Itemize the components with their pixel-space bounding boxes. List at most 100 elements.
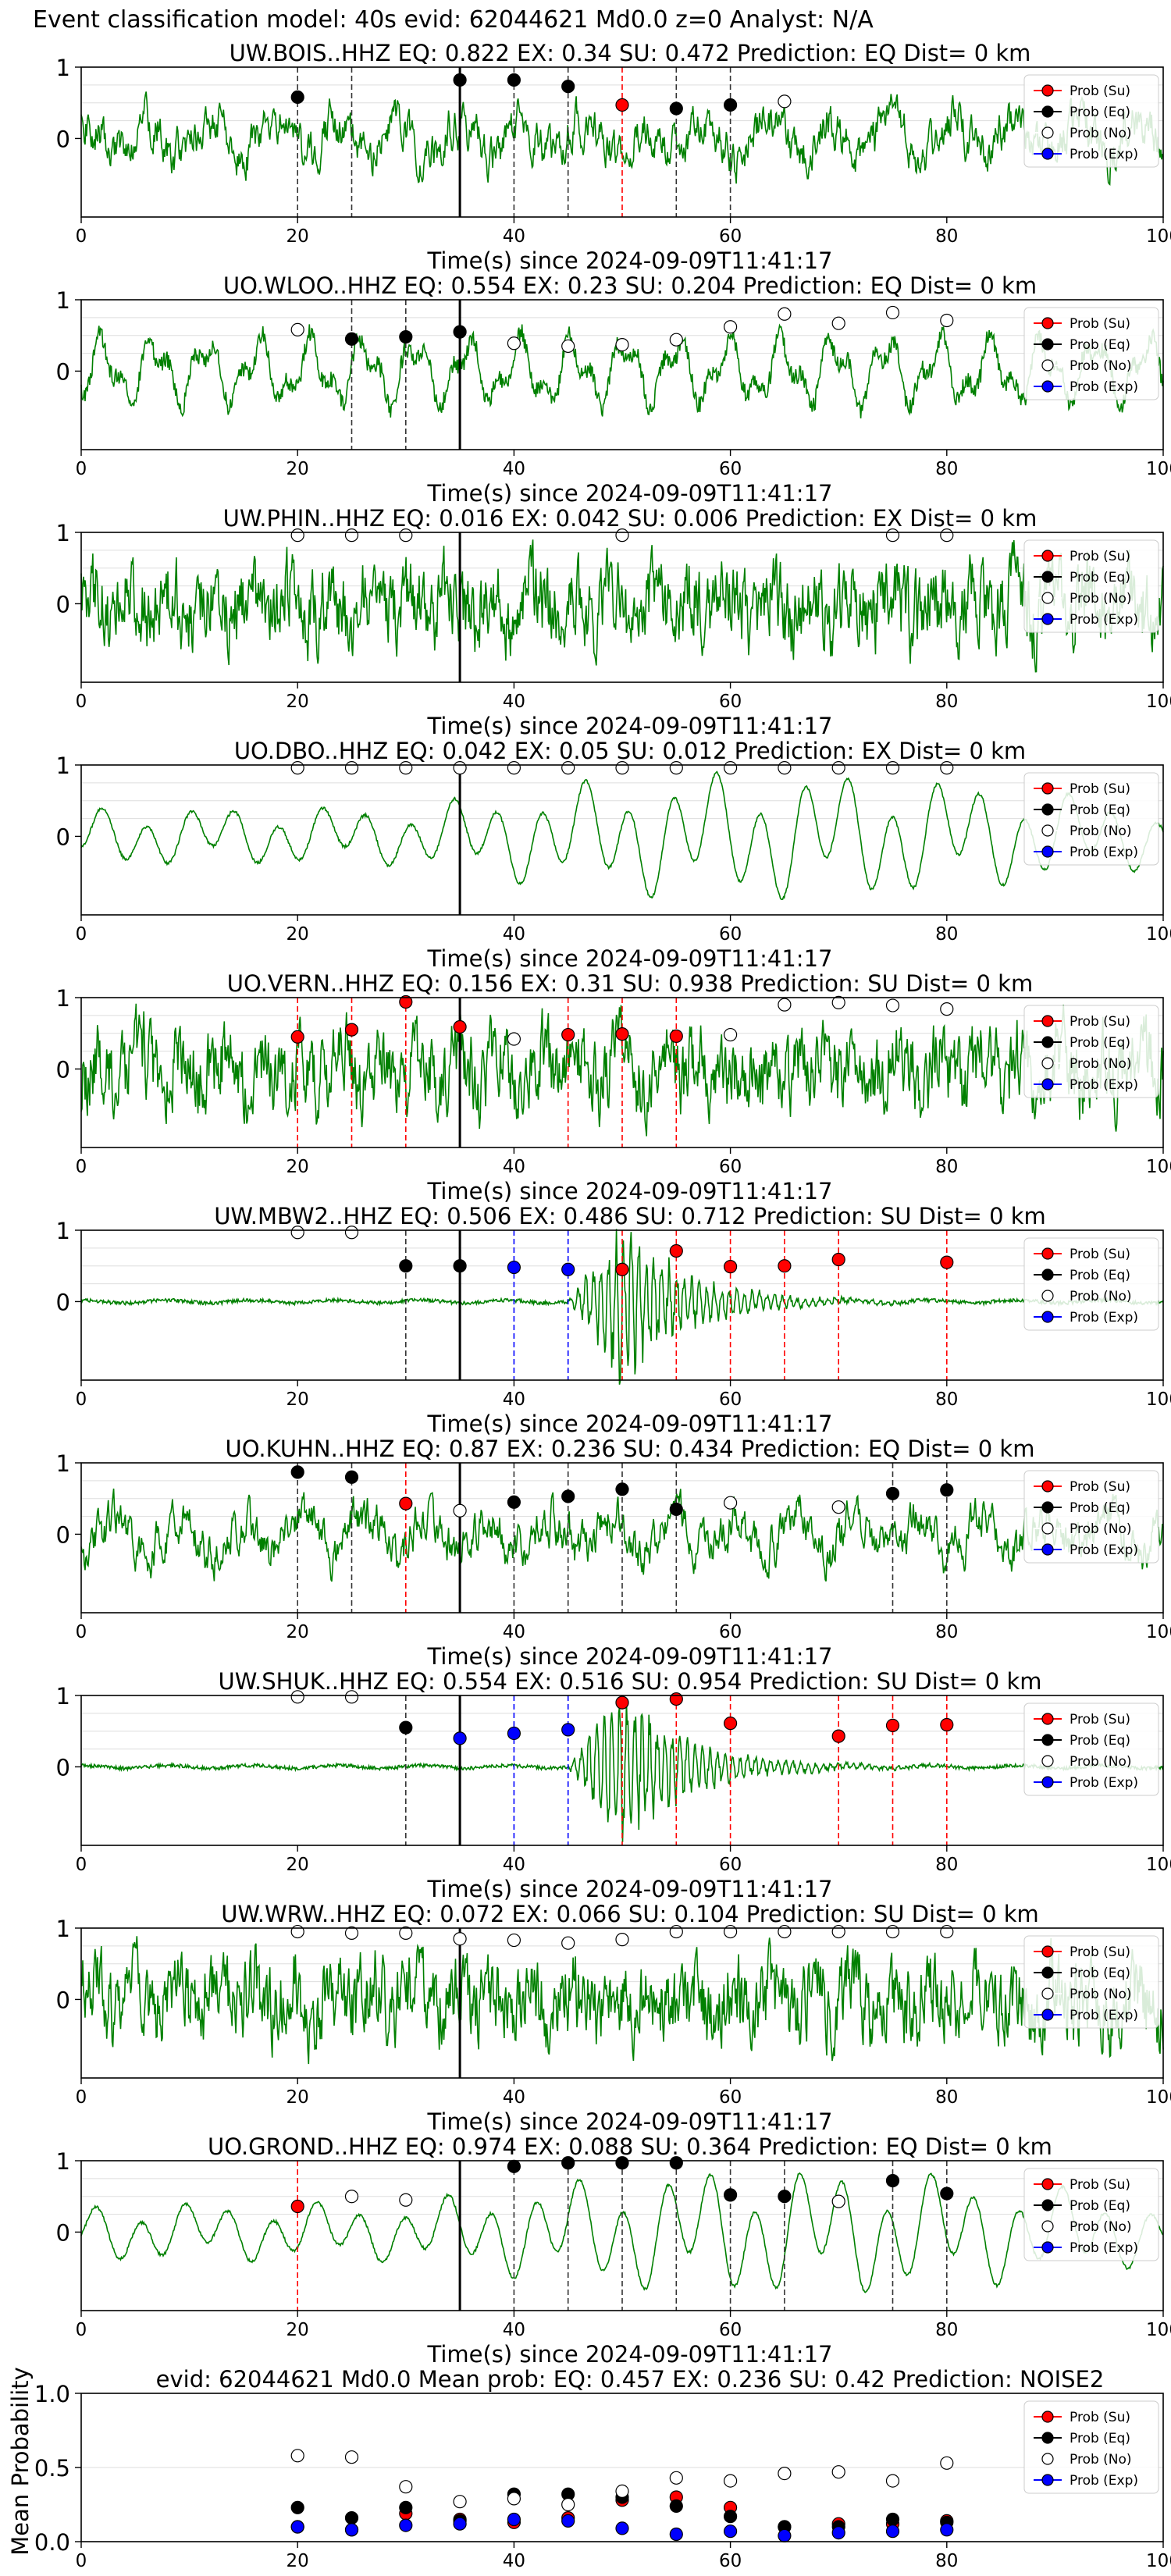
figure-suptitle: Event classification model: 40s evid: 62… [33, 6, 874, 34]
x-axis-label: Time(s) since 2024-09-09T11:41:17 [427, 247, 833, 274]
mean-marker-exp-50 [615, 2521, 629, 2535]
x-tick-label: 100 [1146, 1389, 1171, 1410]
prob-marker-su-50 [615, 1027, 629, 1041]
prob-marker-eq-65 [778, 2190, 792, 2204]
y-tick-label: 1 [56, 287, 70, 314]
legend-marker-eq [1041, 105, 1054, 118]
prob-marker-eq-40 [507, 2159, 521, 2173]
panel-title: UO.VERN..HHZ EQ: 0.156 EX: 0.31 SU: 0.93… [227, 970, 1033, 997]
legend-label: Prob (Su) [1070, 1014, 1130, 1030]
prob-marker-no-65 [778, 761, 792, 775]
prob-marker-no-30 [399, 2193, 413, 2207]
mean-marker-exp-75 [885, 2524, 900, 2539]
prob-marker-su-25 [344, 1023, 359, 1037]
prob-marker-no-25 [344, 528, 359, 543]
mean-marker-no-25 [344, 2450, 359, 2464]
legend-marker-exp [1041, 1776, 1054, 1788]
x-tick-label: 100 [1146, 2320, 1171, 2340]
legend-marker-su [1041, 2411, 1054, 2423]
legend-marker-su [1041, 550, 1054, 562]
legend: Prob (Su) Prob (Eq) Prob (No) Prob (Exp) [1023, 2400, 1159, 2494]
waveform-trace [80, 1003, 1164, 1137]
legend-label: Prob (Eq) [1070, 570, 1130, 585]
x-tick-label: 100 [1146, 924, 1171, 945]
mean-marker-exp-40 [507, 2512, 521, 2527]
legend-label: Prob (Exp) [1070, 845, 1138, 860]
legend-marker-eq [1041, 2199, 1054, 2211]
legend-box [1023, 1005, 1159, 1098]
y-tick-label: 0.5 [34, 2455, 70, 2482]
y-tick-label: 0 [56, 1987, 70, 2013]
prob-marker-no-40 [507, 1032, 521, 1046]
legend-label: Prob (Eq) [1070, 2198, 1130, 2214]
prob-marker-exp-40 [507, 1260, 521, 1275]
prob-marker-no-20 [290, 528, 304, 543]
x-tick-label: 60 [719, 1855, 742, 1875]
prob-marker-no-75 [885, 305, 900, 320]
legend-label: Prob (Su) [1070, 1479, 1130, 1495]
axes-frame [80, 997, 1164, 1148]
legend-label: Prob (Eq) [1070, 1268, 1130, 1283]
prob-marker-no-25 [344, 1226, 359, 1240]
panel-title: evid: 62044621 Md0.0 Mean prob: EQ: 0.45… [156, 2366, 1105, 2393]
mean-marker-exp-20 [290, 2520, 304, 2534]
x-tick-label: 20 [287, 1157, 309, 1177]
legend-label: Prob (No) [1070, 1754, 1132, 1770]
x-axis-label: Time(s) since 2024-09-09T11:41:17 [427, 1178, 833, 1204]
mean-marker-no-30 [399, 2480, 413, 2494]
panel-6: UW.MBW2..HHZ EQ: 0.506 EX: 0.486 SU: 0.7… [56, 1203, 1171, 1437]
prob-marker-eq-25 [344, 1470, 359, 1484]
panel-7: UO.KUHN..HHZ EQ: 0.87 EX: 0.236 SU: 0.43… [56, 1436, 1171, 1670]
legend-marker-su [1041, 1480, 1054, 1493]
x-tick-label: 60 [719, 2087, 742, 2108]
mean-marker-no-55 [669, 2471, 683, 2485]
x-tick-label: 20 [287, 1389, 309, 1410]
legend-label: Prob (Eq) [1070, 802, 1130, 818]
x-tick-label: 40 [503, 226, 525, 247]
prob-marker-no-70 [831, 761, 845, 775]
prob-marker-su-20 [290, 1030, 304, 1044]
legend-marker-exp [1041, 2241, 1054, 2254]
x-axis-label: Time(s) since 2024-09-09T11:41:17 [427, 945, 833, 972]
x-tick-label: 20 [287, 226, 309, 247]
x-tick-label: 60 [719, 1157, 742, 1177]
prob-marker-eq-55 [669, 2156, 683, 2170]
y-tick-label: 0 [56, 126, 70, 152]
panel-5: UO.VERN..HHZ EQ: 0.156 EX: 0.31 SU: 0.93… [56, 970, 1171, 1204]
waveform-trace [80, 1936, 1164, 2065]
x-tick-label: 60 [719, 226, 742, 247]
legend-label: Prob (Exp) [1070, 2008, 1138, 2023]
x-tick-label: 20 [287, 2320, 309, 2340]
mean-marker-exp-35 [453, 2517, 467, 2531]
legend-marker-exp [1041, 2008, 1054, 2021]
legend-marker-exp [1041, 1078, 1054, 1091]
legend: Prob (Su) Prob (Eq) Prob (No) Prob (Exp) [1023, 307, 1159, 400]
prob-marker-no-65 [778, 998, 792, 1012]
y-tick-label: 0 [56, 1056, 70, 1083]
waveform-trace [80, 539, 1164, 673]
prob-marker-no-40 [507, 336, 521, 350]
x-axis-label: Time(s) since 2024-09-09T11:41:17 [427, 1411, 833, 1437]
prob-marker-eq-55 [669, 1502, 683, 1517]
y-tick-label: 1 [56, 2148, 70, 2175]
legend-label: Prob (Su) [1070, 84, 1130, 99]
axes-frame [80, 1462, 1164, 1614]
prob-marker-no-35 [453, 761, 467, 775]
x-tick-label: 0 [76, 1855, 87, 1875]
prob-marker-no-55 [669, 333, 683, 347]
prob-marker-no-40 [507, 1933, 521, 1948]
prob-marker-eq-45 [561, 80, 575, 94]
legend-label: Prob (Exp) [1070, 2240, 1138, 2256]
axes-frame [80, 764, 1164, 916]
legend-box [1023, 74, 1159, 168]
x-tick-label: 40 [503, 1622, 525, 1642]
legend-marker-no [1041, 2453, 1054, 2465]
x-tick-label: 40 [503, 924, 525, 945]
legend-marker-eq [1041, 1966, 1054, 1979]
prob-marker-exp-35 [453, 1731, 467, 1745]
prob-marker-no-60 [723, 1496, 738, 1510]
prob-marker-no-55 [669, 761, 683, 775]
prob-marker-eq-35 [453, 325, 467, 339]
legend: Prob (Su) Prob (Eq) Prob (No) Prob (Exp) [1023, 772, 1159, 866]
legend-marker-su [1041, 84, 1054, 97]
